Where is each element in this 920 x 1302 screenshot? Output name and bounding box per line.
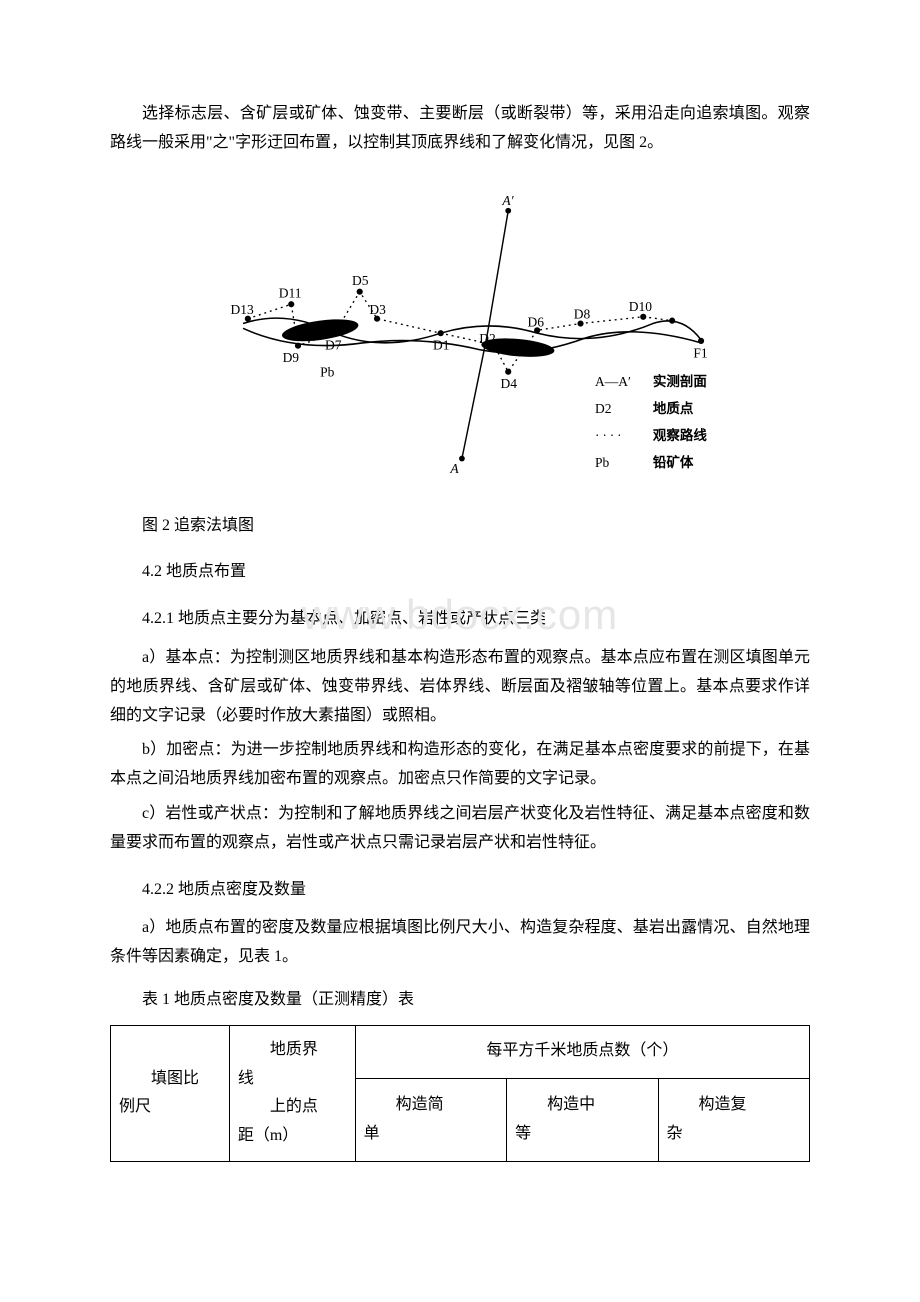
svg-text:D5: D5: [352, 273, 369, 288]
svg-text:地质点: 地质点: [653, 400, 694, 416]
section-4-2-2: 4.2.2 地质点密度及数量: [110, 876, 810, 905]
paragraph-d: a）地质点布置的密度及数量应根据填图比例尺大小、构造复杂程度、基岩出露情况、自然…: [110, 914, 810, 972]
diagram-wrapper: D13 D11 D9 D7 D5 D3 D1 D2 D4 D6 D8 D10 F…: [110, 178, 810, 498]
svg-text:D4: D4: [501, 376, 518, 391]
text: a）基本点：为控制测区地质界线和基本构造形态布置的观察点。基本点应布置在测区填图…: [110, 649, 810, 724]
svg-text:D11: D11: [279, 285, 302, 300]
section-4-2-1-wrapper: 4.2.1 地质点主要分为基本点、加密点、岩性或产状点三类 www.bdocx.…: [110, 605, 810, 634]
paragraph-c: c）岩性或产状点：为控制和了解地质界线之间岩层产状变化及岩性特征、满足基本点密度…: [110, 800, 810, 858]
th-simple: 构造简 单: [355, 1078, 506, 1161]
point-a-prime: [505, 207, 511, 213]
svg-text:D2: D2: [595, 401, 612, 416]
svg-text:D6: D6: [528, 314, 545, 329]
tracing-method-svg: D13 D11 D9 D7 D5 D3 D1 D2 D4 D6 D8 D10 F…: [190, 178, 730, 498]
svg-text:D9: D9: [283, 350, 300, 365]
table-1: 填图比 例尺 地质界 线 上的点 距（m） 每平方千米地质点数（个） 构造简 单…: [110, 1025, 810, 1162]
document-page: 选择标志层、含矿层或矿体、蚀变带、主要断层（或断裂带）等，采用沿走向追索填图。观…: [0, 0, 920, 1222]
text: b）加密点：为进一步控制地质界线和构造形态的变化，在满足基本点密度要求的前提下，…: [110, 741, 810, 787]
svg-text:····: ····: [595, 428, 625, 443]
svg-text:Pb: Pb: [595, 455, 610, 470]
paragraph-a: a）基本点：为控制测区地质界线和基本构造形态布置的观察点。基本点应布置在测区填图…: [110, 644, 810, 730]
svg-text:A′: A′: [501, 193, 514, 208]
svg-text:实测剖面: 实测剖面: [653, 373, 707, 389]
paragraph-intro: 选择标志层、含矿层或矿体、蚀变带、主要断层（或断裂带）等，采用沿走向追索填图。观…: [110, 100, 810, 158]
text: 4.2.1 地质点主要分为基本点、加密点、岩性或产状点三类: [142, 610, 546, 627]
svg-text:D1: D1: [433, 337, 450, 352]
profile-line-upper: [487, 210, 508, 335]
section-4-2-1: 4.2.1 地质点主要分为基本点、加密点、岩性或产状点三类: [110, 605, 810, 634]
svg-text:D8: D8: [574, 306, 591, 321]
text: 4.2.2 地质点密度及数量: [142, 881, 306, 898]
text: 选择标志层、含矿层或矿体、蚀变带、主要断层（或断裂带）等，采用沿走向追索填图。观…: [110, 105, 810, 151]
svg-text:铅矿体: 铅矿体: [653, 454, 694, 470]
figure-2-diagram: D13 D11 D9 D7 D5 D3 D1 D2 D4 D6 D8 D10 F…: [190, 178, 730, 498]
svg-text:D10: D10: [629, 299, 652, 314]
text: 4.2 地质点布置: [142, 563, 246, 580]
figure-caption: 图 2 追索法填图: [110, 512, 810, 541]
table-row: 填图比 例尺 地质界 线 上的点 距（m） 每平方千米地质点数（个）: [111, 1025, 810, 1078]
th-medium: 构造中 等: [507, 1078, 658, 1161]
section-4-2: 4.2 地质点布置: [110, 558, 810, 587]
th-scale: 填图比 例尺: [111, 1025, 230, 1161]
svg-text:D2: D2: [479, 330, 496, 345]
svg-text:F1: F1: [693, 345, 707, 360]
text: c）岩性或产状点：为控制和了解地质界线之间岩层产状变化及岩性特征、满足基本点密度…: [110, 805, 810, 851]
svg-text:Pb: Pb: [320, 364, 335, 379]
svg-text:D3: D3: [369, 301, 386, 316]
text: a）地质点布置的密度及数量应根据填图比例尺大小、构造复杂程度、基岩出露情况、自然…: [110, 919, 810, 965]
paragraph-b: b）加密点：为进一步控制地质界线和构造形态的变化，在满足基本点密度要求的前提下，…: [110, 736, 810, 794]
svg-text:A—A′: A—A′: [595, 374, 631, 389]
text: 表 1 地质点密度及数量（正测精度）表: [142, 991, 414, 1008]
text: 图 2 追索法填图: [142, 517, 254, 534]
svg-text:D7: D7: [325, 337, 342, 352]
svg-text:观察路线: 观察路线: [653, 427, 707, 443]
profile-line-lower: [462, 336, 487, 458]
th-points-per-km: 每平方千米地质点数（个）: [355, 1025, 809, 1078]
th-distance: 地质界 线 上的点 距（m）: [229, 1025, 355, 1161]
point-a: [459, 455, 465, 461]
th-complex: 构造复 杂: [658, 1078, 809, 1161]
legend: A—A′ 实测剖面 D2 地质点 ···· 观察路线 Pb 铅矿体: [595, 373, 707, 470]
svg-text:A: A: [449, 461, 459, 476]
svg-text:D13: D13: [231, 301, 254, 316]
table-caption: 表 1 地质点密度及数量（正测精度）表: [110, 986, 810, 1015]
